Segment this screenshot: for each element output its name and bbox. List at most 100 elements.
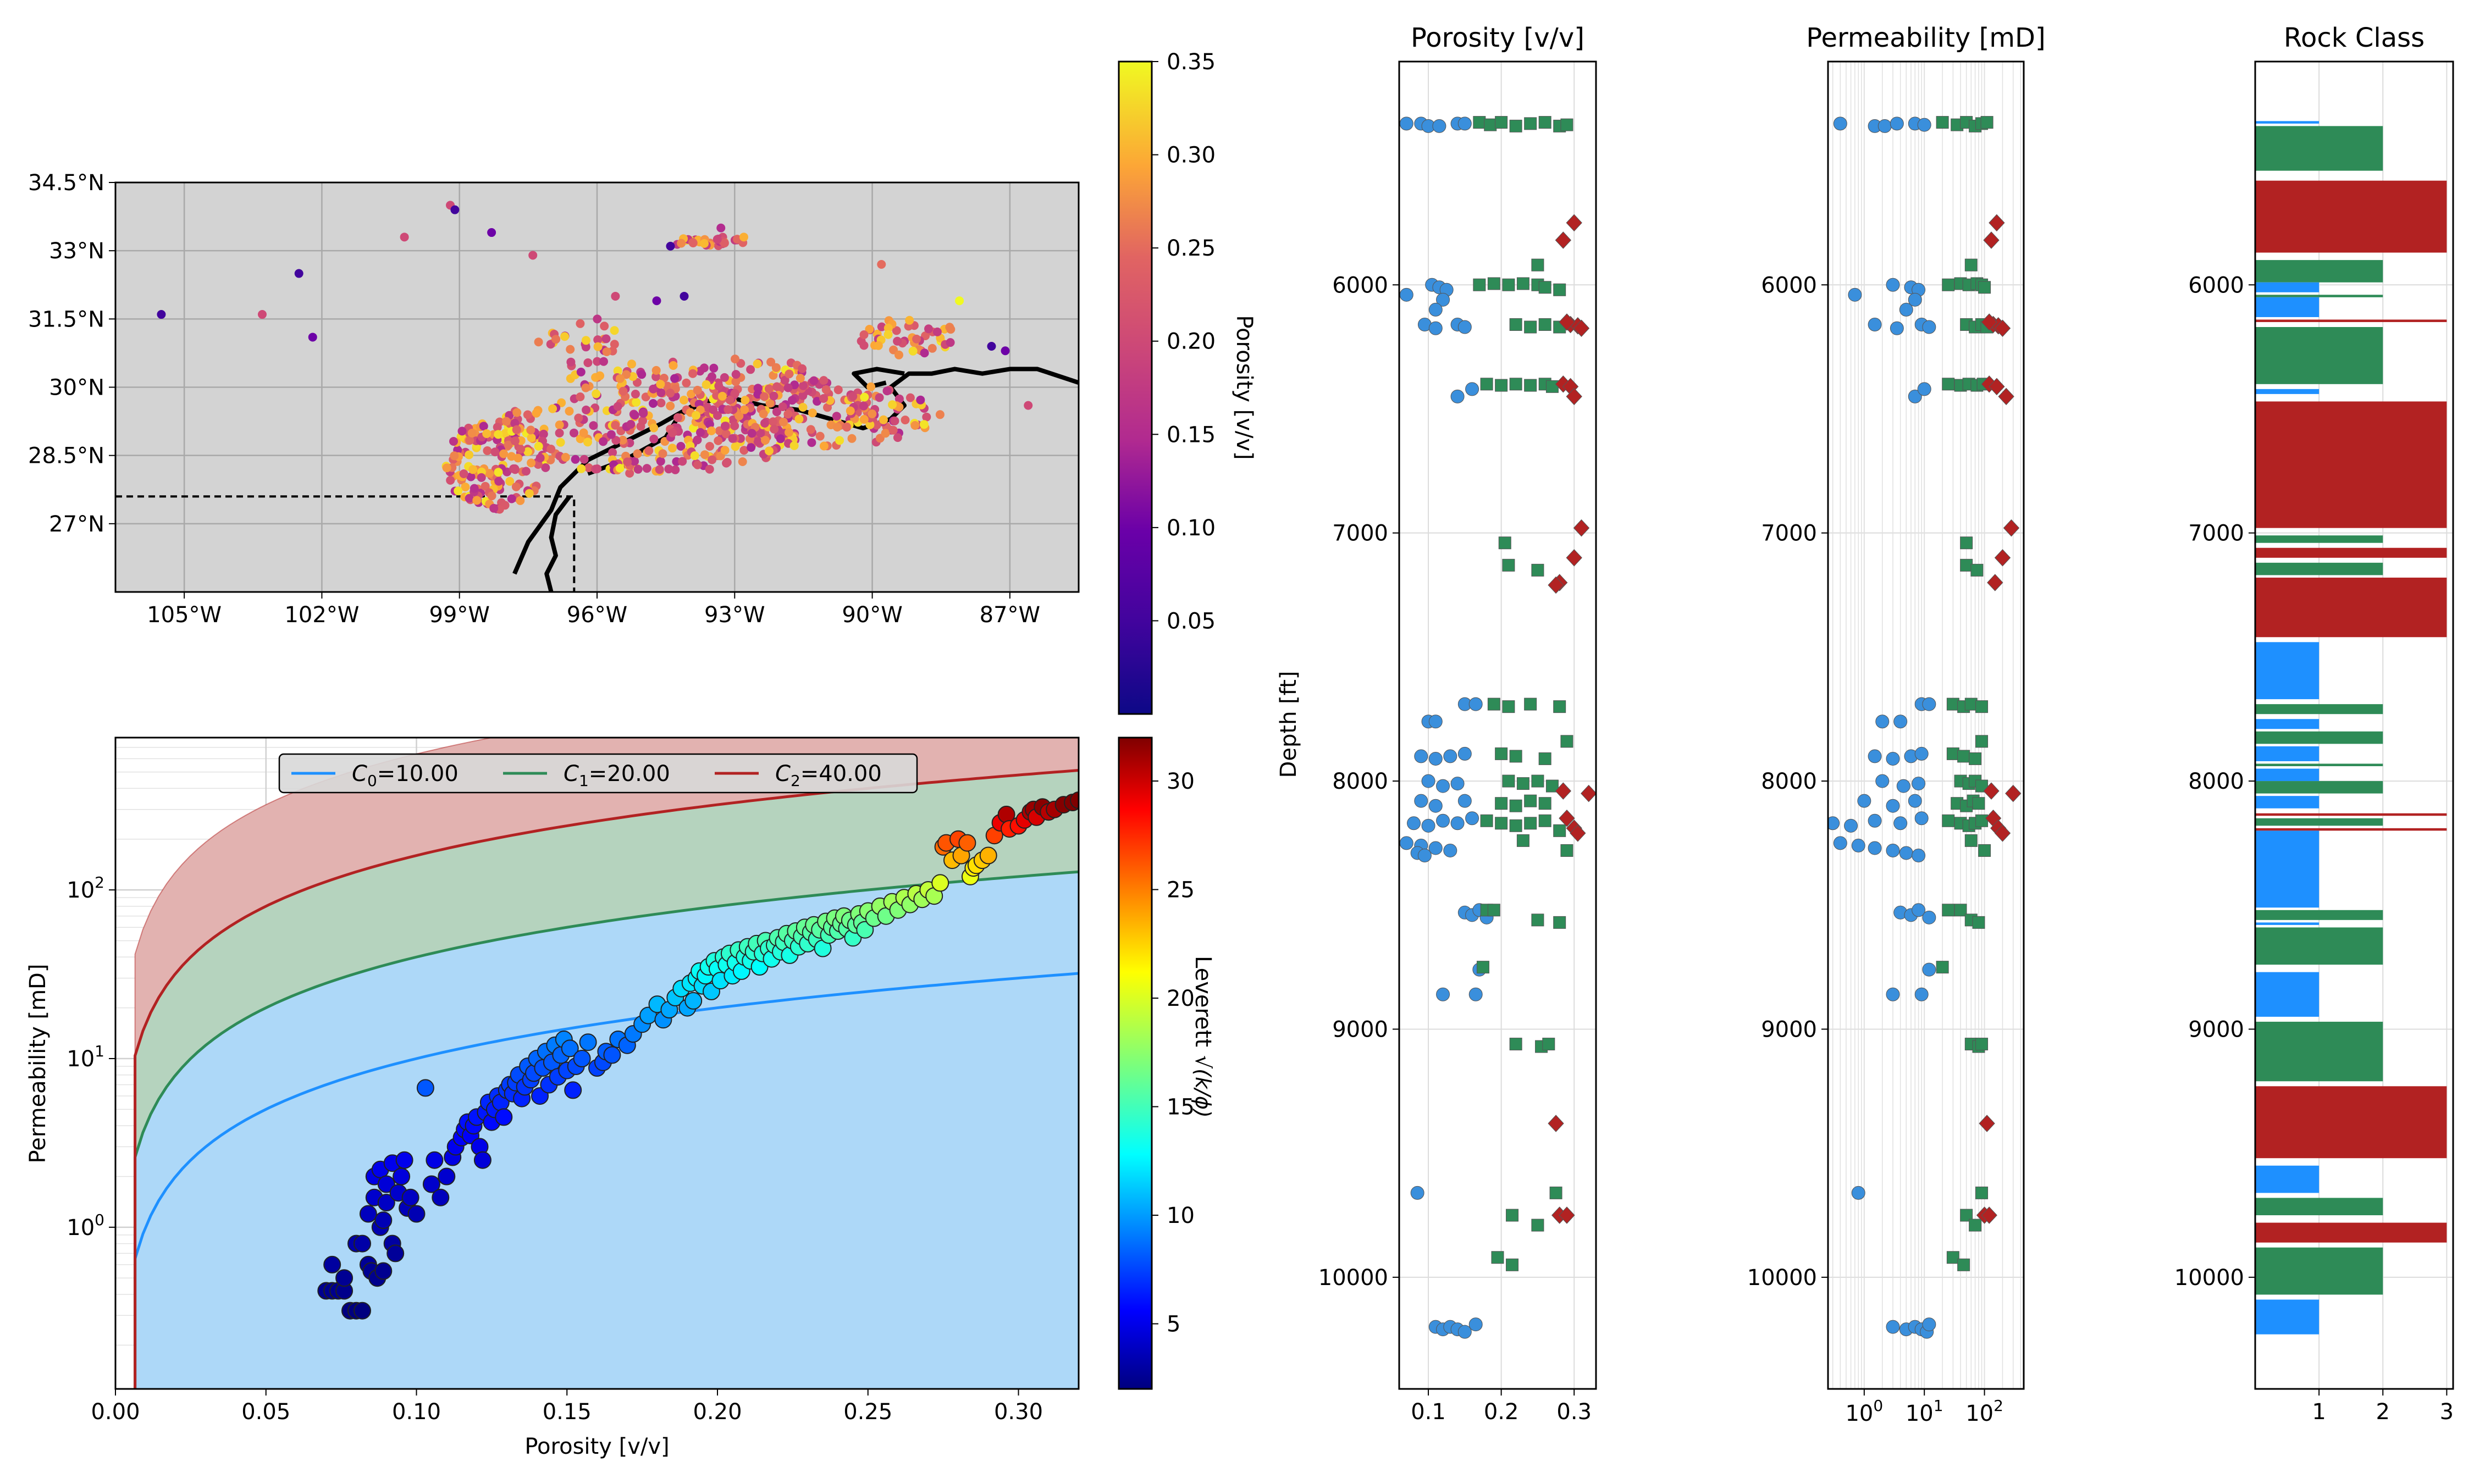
map-point	[618, 435, 627, 445]
map-point	[644, 446, 654, 455]
rock-class-bar	[2255, 927, 2383, 965]
map-point	[780, 375, 789, 385]
class3-marker	[1559, 810, 1575, 827]
class3-marker	[1989, 378, 2005, 396]
map-point	[890, 416, 899, 425]
map-point	[487, 228, 496, 237]
rock-class-bar	[2255, 295, 2383, 297]
class3-marker	[1581, 784, 1596, 802]
map-point	[859, 415, 869, 424]
class1-marker	[1468, 697, 1483, 711]
map-point	[713, 235, 722, 244]
leverett-colorbar-tick-label: 5	[1167, 1312, 1180, 1337]
class2-marker	[1560, 844, 1573, 857]
class1-marker	[1868, 749, 1882, 763]
leverett-colorbar-tick-label: 15	[1167, 1095, 1195, 1120]
class1-marker	[1877, 119, 1892, 133]
map-point	[671, 465, 680, 474]
class2-marker	[1502, 278, 1515, 291]
map-point	[576, 319, 585, 328]
porosity-track-points	[1399, 116, 1596, 1339]
map-point	[532, 408, 541, 418]
map-point	[656, 380, 665, 389]
map-point	[570, 428, 578, 438]
map-point	[893, 336, 902, 346]
permeability-track-x-tick-label-exp: 0	[1873, 1397, 1883, 1415]
map-points	[157, 201, 1033, 514]
crossplot-point	[323, 1255, 341, 1273]
class3-marker	[1573, 319, 1590, 337]
map-point	[582, 405, 591, 414]
map-point	[666, 401, 675, 411]
map-point	[655, 465, 664, 474]
map-point	[611, 420, 620, 430]
class2-marker	[1542, 1038, 1555, 1051]
class1-marker	[1917, 118, 1931, 132]
depth-tick-label: 7000	[1761, 521, 1817, 546]
rock-class-bar	[2255, 830, 2320, 908]
class2-marker	[1502, 558, 1515, 572]
map-point	[294, 269, 303, 278]
class2-marker	[1975, 814, 1989, 827]
class1-marker	[1436, 779, 1450, 793]
class1-marker	[1428, 715, 1443, 729]
map-point	[783, 383, 793, 392]
leverett-colorbar-tick-label: 20	[1167, 986, 1195, 1011]
porosity-track-frame	[1398, 60, 1597, 1390]
permeability-track-x-tick-label-exp: 1	[1934, 1397, 1943, 1415]
map-point	[461, 483, 470, 491]
map-point	[479, 422, 488, 431]
class1-marker	[1922, 962, 1936, 977]
depth-tick-label: 6000	[1761, 273, 1817, 298]
crossplot-frame	[114, 737, 1080, 1390]
map-point	[860, 392, 869, 402]
class2-marker	[1495, 379, 1508, 392]
map-point	[888, 400, 897, 409]
class2-marker	[1506, 1258, 1519, 1271]
map-point	[555, 428, 564, 438]
rock-class-bar	[2255, 1165, 2320, 1193]
map-y-tick-label: 33°N	[49, 239, 104, 264]
crossplot-x-tick-label: 0.20	[693, 1399, 742, 1425]
depth-tick-label: 7000	[2188, 521, 2244, 546]
class2-marker	[1487, 277, 1500, 290]
map-point	[798, 364, 807, 373]
map-point	[581, 342, 590, 352]
leverett-colorbar-label-group: Leverett √(k/ϕ)	[1190, 956, 1216, 1118]
map-point	[920, 348, 929, 358]
map-point	[771, 363, 781, 372]
map-point	[589, 421, 598, 430]
map-point	[731, 377, 741, 386]
map-point	[638, 416, 647, 425]
map-point	[721, 429, 731, 439]
class1-marker	[1893, 816, 1908, 830]
map-point	[813, 397, 822, 406]
porosity-colorbar-ticks: 0.05 0.10 0.15 0.20 0.25 0.30 0.35	[1152, 49, 1216, 634]
class2-marker	[1553, 916, 1566, 929]
map-point	[610, 340, 619, 349]
map-point	[606, 430, 616, 439]
legend-label-value: =40.00	[800, 761, 882, 787]
map-point	[905, 393, 915, 402]
rock-class-bar	[2255, 535, 2383, 543]
class1-marker	[1896, 779, 1910, 793]
map-point	[466, 472, 476, 481]
class1-marker	[1457, 794, 1472, 808]
class1-marker	[1428, 841, 1443, 855]
porosity-colorbar-tick-label: 0.10	[1167, 516, 1216, 541]
map-point	[627, 359, 636, 369]
map-point	[693, 460, 702, 469]
map-point	[883, 324, 893, 333]
map-point	[581, 383, 590, 392]
rock-class-track-x-ticks: 1 2 3	[2312, 1389, 2454, 1425]
class1-marker	[1450, 777, 1465, 791]
rock-class-track-y-ticks: 6000 7000 8000 9000 10000	[2174, 273, 2255, 1291]
permeability-track-x-ticks: 100 101 102	[1845, 1389, 2003, 1426]
class2-marker	[1936, 961, 1949, 974]
crossplot-point	[374, 1211, 393, 1230]
class1-marker	[1465, 811, 1479, 826]
legend-label-sub: 0	[367, 772, 377, 790]
map-point	[688, 369, 698, 378]
map-point	[512, 425, 521, 434]
class1-marker	[1468, 987, 1483, 1001]
